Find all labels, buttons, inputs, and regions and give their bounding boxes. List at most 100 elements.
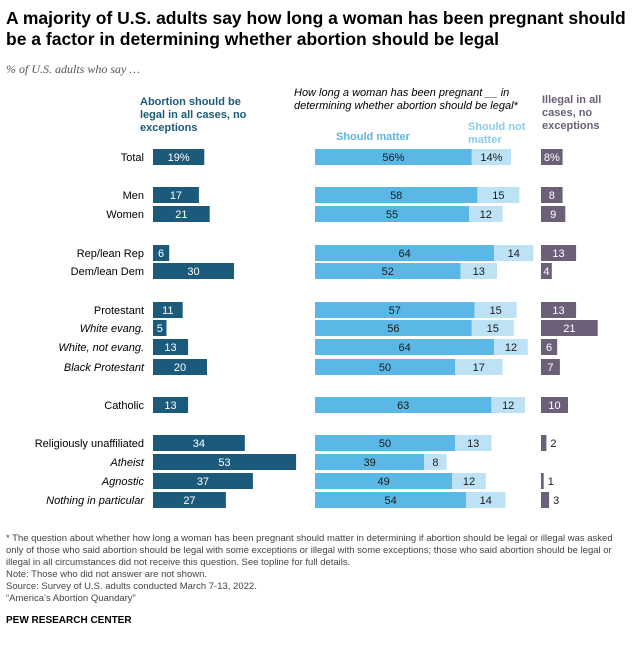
bar-should-not-matter [455,359,503,375]
label-legal: 6 [158,248,164,260]
bar-illegal [541,397,568,413]
category-label: Religiously unaffiliated [35,438,144,450]
bar-illegal [541,473,544,489]
bar-should-not-matter [477,187,520,203]
label-should-not-matter: 15 [487,323,499,335]
label-illegal: 1 [548,476,554,488]
label-illegal: 3 [553,495,559,507]
bar-illegal [541,492,550,508]
bar-illegal [541,435,547,451]
label-should-not-matter: 14 [508,248,520,260]
bar-should-not-matter [471,149,511,165]
header-should-not-matter: Should not matter [468,121,526,146]
label-illegal: 9 [550,209,556,221]
bar-illegal [541,149,563,165]
label-illegal: 10 [548,400,560,412]
category-label: Dem/lean Dem [71,266,144,278]
label-should-matter: 55 [386,209,398,221]
note-source: Source: Survey of U.S. adults conducted … [6,581,257,592]
label-illegal: 8% [544,152,560,164]
category-label: Rep/lean Rep [77,248,144,260]
bar-legal [153,339,189,355]
bar-legal [153,149,205,165]
bar-legal [153,245,170,261]
label-legal: 34 [193,438,205,450]
label-should-not-matter: 12 [505,342,517,354]
label-illegal: 7 [547,362,553,374]
bar-legal [153,263,234,279]
label-should-not-matter: 15 [489,305,501,317]
bar-should-matter [315,492,467,508]
label-illegal: 2 [550,438,556,450]
header-legal-all: Abortion should be legal in all cases, n… [140,96,247,134]
label-legal: 19% [168,152,190,164]
label-legal: 13 [164,342,176,354]
bar-should-matter [315,302,475,318]
label-legal: 53 [218,457,230,469]
bar-illegal [541,359,560,375]
header-question: How long a woman has been pregnant __ in… [294,87,518,112]
label-legal: 11 [162,305,173,317]
category-label: Agnostic [101,476,145,488]
label-should-matter: 56% [382,152,404,164]
label-illegal: 8 [549,190,555,202]
label-should-matter: 63 [397,400,409,412]
category-label: White, not evang. [58,342,144,354]
label-should-matter: 64 [398,342,410,354]
bar-legal [153,454,297,470]
bar-illegal [541,339,558,355]
label-illegal: 21 [563,323,575,335]
bar-should-not-matter [494,339,528,355]
bar-should-matter [315,245,495,261]
label-should-not-matter: 12 [480,209,492,221]
label-should-not-matter: 12 [502,400,514,412]
bar-legal [153,359,207,375]
brand-label: PEW RESEARCH CENTER [6,615,132,626]
label-should-not-matter: 14 [480,495,492,507]
label-should-not-matter: 15 [492,190,504,202]
category-label: Protestant [94,305,144,317]
category-label: Nothing in particular [46,495,145,507]
label-legal: 17 [170,190,182,202]
bar-should-not-matter [455,435,492,451]
label-should-matter: 56 [387,323,399,335]
bar-should-matter [315,339,495,355]
label-should-matter: 57 [389,305,401,317]
label-legal: 21 [175,209,187,221]
bar-illegal [541,206,566,222]
bar-should-matter [315,263,461,279]
label-should-matter: 50 [379,438,391,450]
bar-legal [153,492,226,508]
label-should-matter: 54 [384,495,396,507]
label-should-not-matter: 12 [463,476,475,488]
label-should-not-matter: 13 [467,438,479,450]
label-legal: 5 [157,323,163,335]
bar-should-matter [315,454,425,470]
category-label: White evang. [80,323,144,335]
bar-should-matter [315,320,472,336]
bar-legal [153,187,199,203]
bar-should-matter [315,473,453,489]
bar-legal [153,397,189,413]
bar-should-matter [315,206,469,222]
label-illegal: 6 [546,342,552,354]
bar-should-not-matter [460,263,497,279]
chart-title: A majority of U.S. adults say how long a… [6,8,626,49]
notes-block: * The question about whether how long a … [6,533,626,605]
label-legal: 37 [197,476,209,488]
header-should-matter: Should matter [336,131,410,143]
label-should-matter: 49 [377,476,389,488]
chart-subtitle: % of U.S. adults who say … [6,62,141,76]
label-illegal: 4 [543,266,549,278]
label-should-not-matter: 14% [480,152,502,164]
bar-legal [153,206,210,222]
bar-should-not-matter [471,320,514,336]
bar-should-not-matter [466,492,506,508]
bar-illegal [541,245,577,261]
bar-legal [153,302,183,318]
bar-illegal [541,263,552,279]
bar-legal [153,473,253,489]
bar-should-not-matter [474,302,517,318]
bar-illegal [541,187,563,203]
